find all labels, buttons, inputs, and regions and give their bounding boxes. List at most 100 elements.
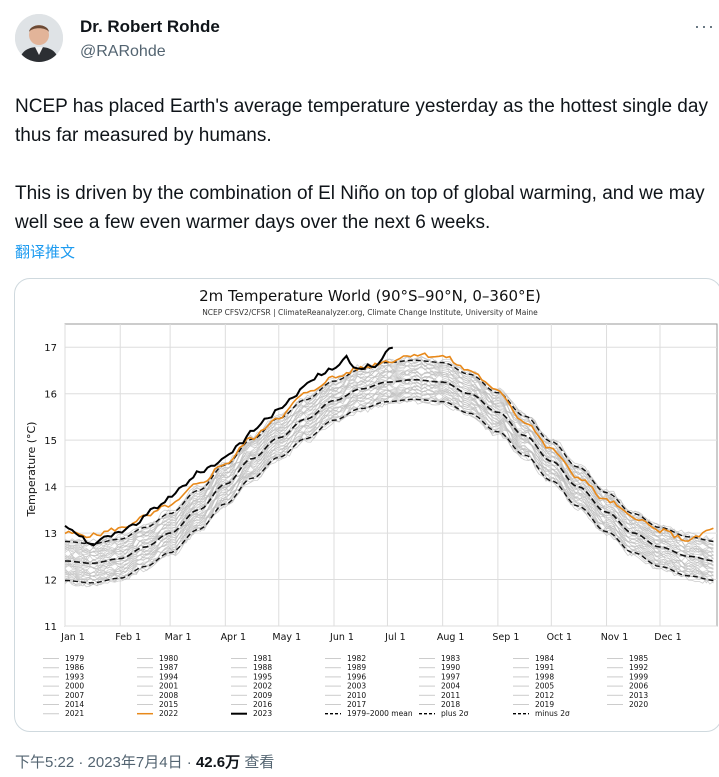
series-2022-line [64, 352, 714, 542]
legend-entry: 2009 [253, 691, 272, 700]
year-series-line [64, 363, 714, 553]
legend-entry: 2023 [253, 709, 272, 718]
more-options-icon[interactable]: ··· [694, 16, 715, 36]
legend-entry: 2011 [441, 691, 460, 700]
views-label: 查看 [244, 754, 275, 771]
x-tick-label: Nov 1 [601, 632, 629, 643]
legend-entry: 1986 [65, 663, 84, 672]
legend-entry: 1982 [347, 654, 366, 663]
x-tick-label: Jul 1 [384, 632, 406, 643]
year-series-line [64, 386, 714, 576]
legend-entry: 2002 [253, 682, 272, 691]
legend-entry: 2017 [347, 700, 366, 709]
y-tick-label: 11 [44, 622, 57, 633]
tweet-text: NCEP has placed Earth's average temperat… [15, 96, 708, 233]
year-series-line [64, 381, 714, 570]
legend-entry: 2019 [535, 700, 554, 709]
x-tick-label: Apr 1 [221, 632, 247, 643]
legend-entry: 2012 [535, 691, 554, 700]
y-tick-label: 13 [44, 529, 57, 540]
translate-tweet-link[interactable]: 翻译推文 [15, 244, 76, 261]
legend-entry: 1995 [253, 672, 272, 681]
legend-entry: 1979–2000 mean [347, 709, 413, 718]
legend-entry: 2022 [159, 709, 178, 718]
legend-entry: 2015 [159, 700, 178, 709]
legend-entry: 2018 [441, 700, 460, 709]
legend-entry: 2010 [347, 691, 366, 700]
chart-subtitle: NCEP CFSV2/CFSR | ClimateReanalyzer.org,… [202, 308, 538, 317]
y-tick-label: 15 [44, 436, 57, 447]
year-series-line [64, 371, 714, 559]
legend-entry: 2008 [159, 691, 178, 700]
year-series-line [64, 367, 714, 555]
year-series-line [64, 398, 714, 588]
legend-entry: 2000 [65, 682, 84, 691]
x-tick-label: Oct 1 [547, 632, 573, 643]
year-series-line [64, 391, 714, 580]
year-series-line [64, 384, 714, 574]
series-2023-line [64, 346, 394, 547]
legend-entry: 1988 [253, 663, 272, 672]
legend-entry: 2004 [441, 682, 460, 691]
legend-entry: 2001 [159, 682, 178, 691]
year-series-line [64, 388, 714, 578]
tweet-timestamp[interactable]: 下午5:22 · 2023年7月4日 [15, 754, 183, 771]
x-tick-label: Aug 1 [437, 632, 465, 643]
legend-entry: 2016 [253, 700, 272, 709]
y-tick-label: 17 [44, 343, 57, 354]
y-tick-label: 12 [44, 576, 57, 587]
meta-separator: · [182, 754, 196, 771]
legend-entry: 2006 [629, 682, 648, 691]
legend-entry: 1994 [159, 672, 178, 681]
year-series-line [64, 388, 714, 577]
year-series-line [64, 395, 714, 583]
year-series-line [64, 384, 714, 573]
chart-title: 2m Temperature World (90°S–90°N, 0–360°E… [199, 287, 541, 305]
author-name[interactable]: Dr. Robert Rohde [80, 17, 220, 36]
plus-2sigma-line [64, 359, 714, 545]
year-series-line [64, 355, 714, 544]
legend-entry: 1989 [347, 663, 366, 672]
year-series-line [64, 366, 714, 556]
author-handle[interactable]: @RARohde [80, 43, 166, 60]
legend-entry: 1990 [441, 663, 460, 672]
legend-entry: 2005 [535, 682, 554, 691]
author-avatar[interactable] [15, 14, 63, 62]
legend-entry: minus 2σ [535, 709, 570, 718]
x-tick-label: Mar 1 [165, 632, 192, 643]
tweet-meta: 下午5:22 · 2023年7月4日 · 42.6万 查看 [15, 751, 274, 772]
legend-entry: 2021 [65, 709, 84, 718]
legend-entry: 1979 [65, 654, 84, 663]
x-tick-label: May 1 [272, 632, 301, 643]
avatar-image [15, 14, 63, 62]
legend-entry: 1996 [347, 672, 366, 681]
legend-entry: 1997 [441, 672, 460, 681]
x-tick-label: Jun 1 [329, 632, 354, 643]
legend-entry: 1999 [629, 672, 648, 681]
view-count: 42.6万 [195, 754, 241, 771]
legend-entry: 1998 [535, 672, 554, 681]
plot-frame [64, 323, 718, 627]
legend-entry: 1984 [535, 654, 554, 663]
y-tick-label: 14 [44, 483, 57, 494]
year-series-line [64, 371, 714, 562]
legend-entry: 2013 [629, 691, 648, 700]
legend-entry: 1983 [441, 654, 460, 663]
x-tick-label: Dec 1 [654, 632, 681, 643]
legend-entry: 1981 [253, 654, 272, 663]
tweet-media-chart[interactable]: 2m Temperature World (90°S–90°N, 0–360°E… [14, 278, 719, 732]
legend-entry: 2003 [347, 682, 366, 691]
temperature-chart: 2m Temperature World (90°S–90°N, 0–360°E… [25, 287, 718, 718]
legend-entry: plus 2σ [441, 709, 469, 718]
legend-entry: 2007 [65, 691, 84, 700]
legend-entry: 2020 [629, 700, 648, 709]
mean-1979-2000-line [64, 379, 714, 565]
y-tick-label: 16 [44, 390, 57, 401]
legend-entry: 1992 [629, 663, 648, 672]
x-tick-label: Feb 1 [115, 632, 141, 643]
year-series-line [64, 364, 714, 554]
minus-2sigma-line [64, 398, 714, 584]
legend-entry: 1985 [629, 654, 648, 663]
x-tick-label: Jan 1 [60, 632, 85, 643]
year-series-line [64, 395, 714, 583]
